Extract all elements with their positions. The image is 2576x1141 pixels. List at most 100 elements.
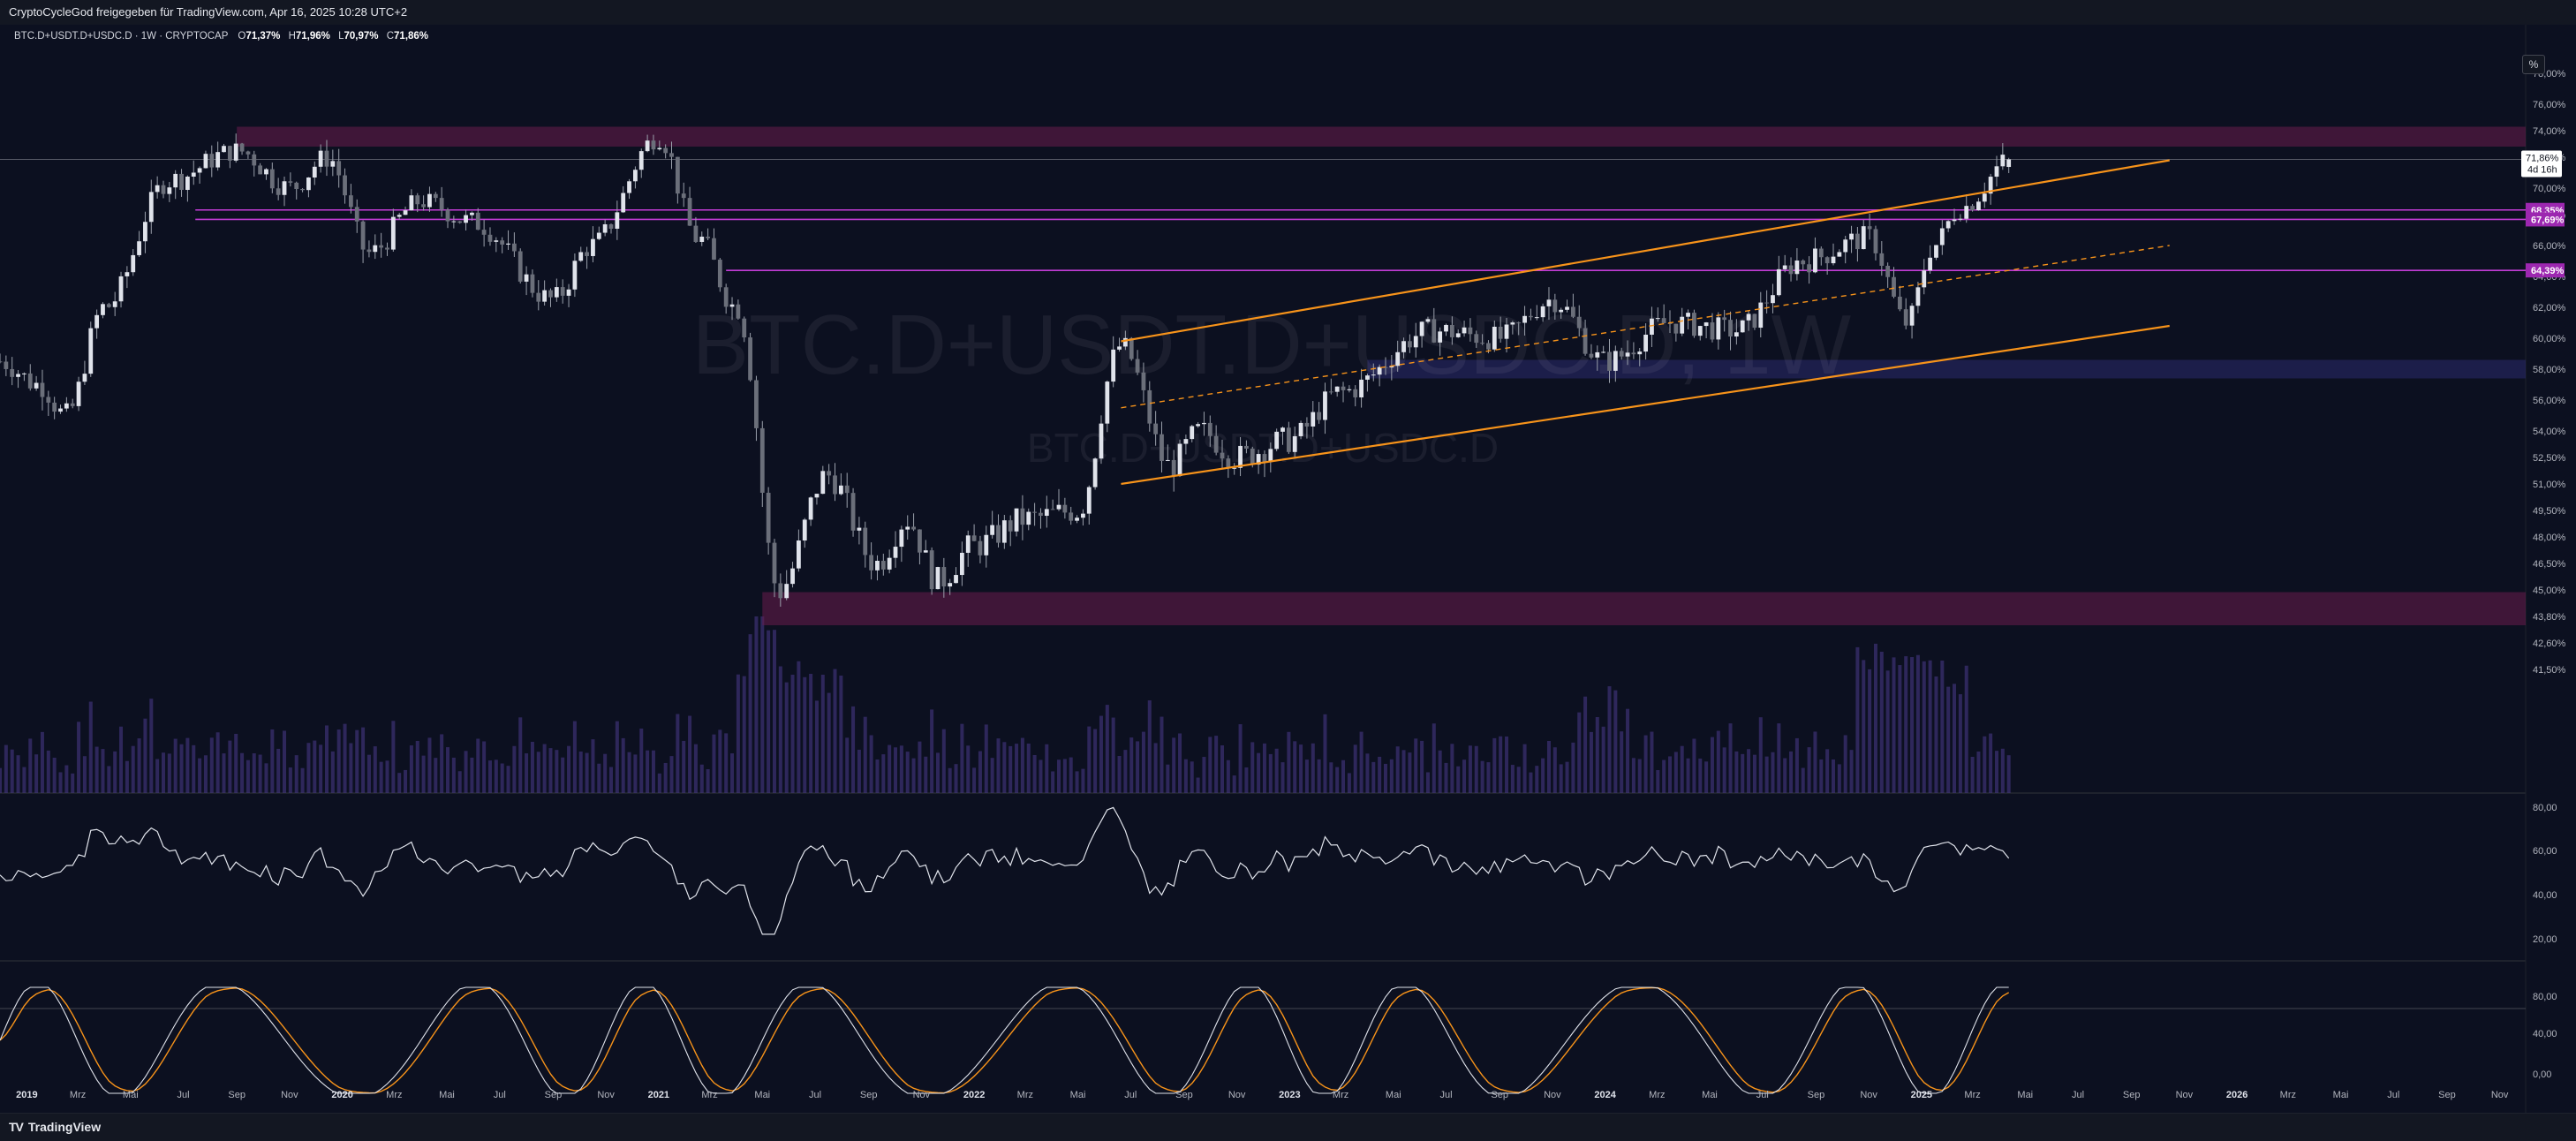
candle-body [481,230,487,235]
volume-bar [911,758,916,793]
volume-bar [1813,731,1817,793]
volume-bar [608,767,613,793]
time-tick-label: Mrz [701,1090,717,1100]
candle-body [857,527,862,531]
candle-body [880,561,886,570]
tradingview-logo[interactable]: TV TradingView [9,1120,101,1134]
volume-bar [1747,749,1751,793]
candle-body [585,252,589,256]
last-price-value: 71,86% [2526,153,2559,163]
volume-bar [778,666,782,793]
time-tick-label: Jul [2072,1090,2084,1100]
time-tick-label: 2024 [1594,1090,1616,1100]
volume-bar [1202,757,1206,793]
zone-rect [762,592,2526,625]
volume-bar [161,752,165,793]
volume-bar [1093,729,1098,793]
candle-body [959,552,964,576]
volume-bar [1752,754,1756,793]
candle-body [239,143,245,152]
volume-bar [1559,764,1563,793]
candle-body [511,243,517,252]
volume-bar [941,729,946,793]
price-tick-label: 48,00% [2533,533,2566,543]
candle-body [1183,439,1189,444]
candle-body [203,154,208,169]
candle-body [687,198,692,226]
candle-body [717,260,722,288]
candle-body [46,397,51,403]
candle-body [390,216,396,250]
volume-bar [1541,758,1545,793]
legend-symbol: BTC.D+USDT.D+USDC.D · 1W · CRYPTOCAP [14,31,229,42]
candle-body [633,170,638,182]
legend-o-value: 71,37% [246,31,280,42]
candle-body [1583,328,1588,354]
candle-body [929,550,934,590]
volume-bar [185,737,190,793]
volume-bar [52,757,57,793]
volume-bar [1837,764,1841,793]
volume-bar [1915,654,1920,793]
candle-body [1801,261,1806,265]
volume-bar [1208,737,1212,793]
volume-bar [1940,660,1945,793]
candle-body [1619,351,1624,357]
candle-body [1075,518,1079,521]
candle-body [911,526,916,530]
volume-bar [1383,763,1387,793]
volume-bar [125,760,129,793]
volume-bar [1722,747,1726,793]
volume-bar [1051,771,1055,793]
volume-bar [555,750,559,793]
candle-body [1879,253,1885,266]
time-tick-label: Mai [1702,1090,1718,1100]
volume-bar [960,723,964,793]
price-tick-label: 52,50% [2533,453,2566,464]
volume-bar [869,735,873,793]
volume-bar [288,767,292,793]
candle-body [1244,445,1249,450]
stoch-tick-label: 40,00 [2533,1029,2557,1039]
volume-bar [1686,758,1690,793]
candle-body [288,181,293,183]
candle-body [246,151,251,155]
candle-body [1056,504,1061,510]
candle-body [808,497,813,520]
candle-body [1413,336,1418,348]
candle-body [1686,313,1690,317]
candle-body [869,555,874,570]
candle-body [118,276,124,302]
time-tick-label: Jul [1756,1090,1769,1100]
candle-body [1371,374,1376,376]
candle-body [269,169,275,189]
candle-body [1455,333,1461,337]
volume-bar [1953,684,1957,793]
volume-bar [1994,751,1998,793]
volume-bar [1414,738,1418,793]
candle-body [264,169,268,175]
percent-scale-button[interactable]: % [2522,55,2545,74]
volume-bar [361,727,366,793]
chart-area[interactable]: BTC.D+USDT.D+USDC.D, 1W BTC.D+USDT.D+USD… [0,25,2576,1113]
candle-body [591,238,595,256]
time-tick-label: Mai [1070,1090,1086,1100]
volume-bar [1062,759,1067,793]
volume-bar [16,755,20,793]
candle-body [330,161,336,167]
chart-canvas[interactable]: BTC.D+USDT.D+USDC.D, 1W BTC.D+USDT.D+USD… [0,25,2576,1113]
price-tag-bg [2526,212,2565,227]
volume-bar [585,752,589,793]
candle-body [1086,487,1092,514]
zone-rect [1367,359,2526,379]
candle-body [1607,351,1612,371]
time-tick-label: Mai [2333,1090,2349,1100]
price-tick-label: 60,00% [2533,334,2566,344]
price-tag-label: 67,69% [2531,215,2565,225]
volume-bar [1317,759,1321,793]
rsi-tick-label: 20,00 [2533,934,2557,945]
candle-body [1939,228,1945,246]
candle-body [433,193,438,199]
time-tick-label: 2026 [2226,1090,2247,1100]
candle-body [1462,327,1467,334]
